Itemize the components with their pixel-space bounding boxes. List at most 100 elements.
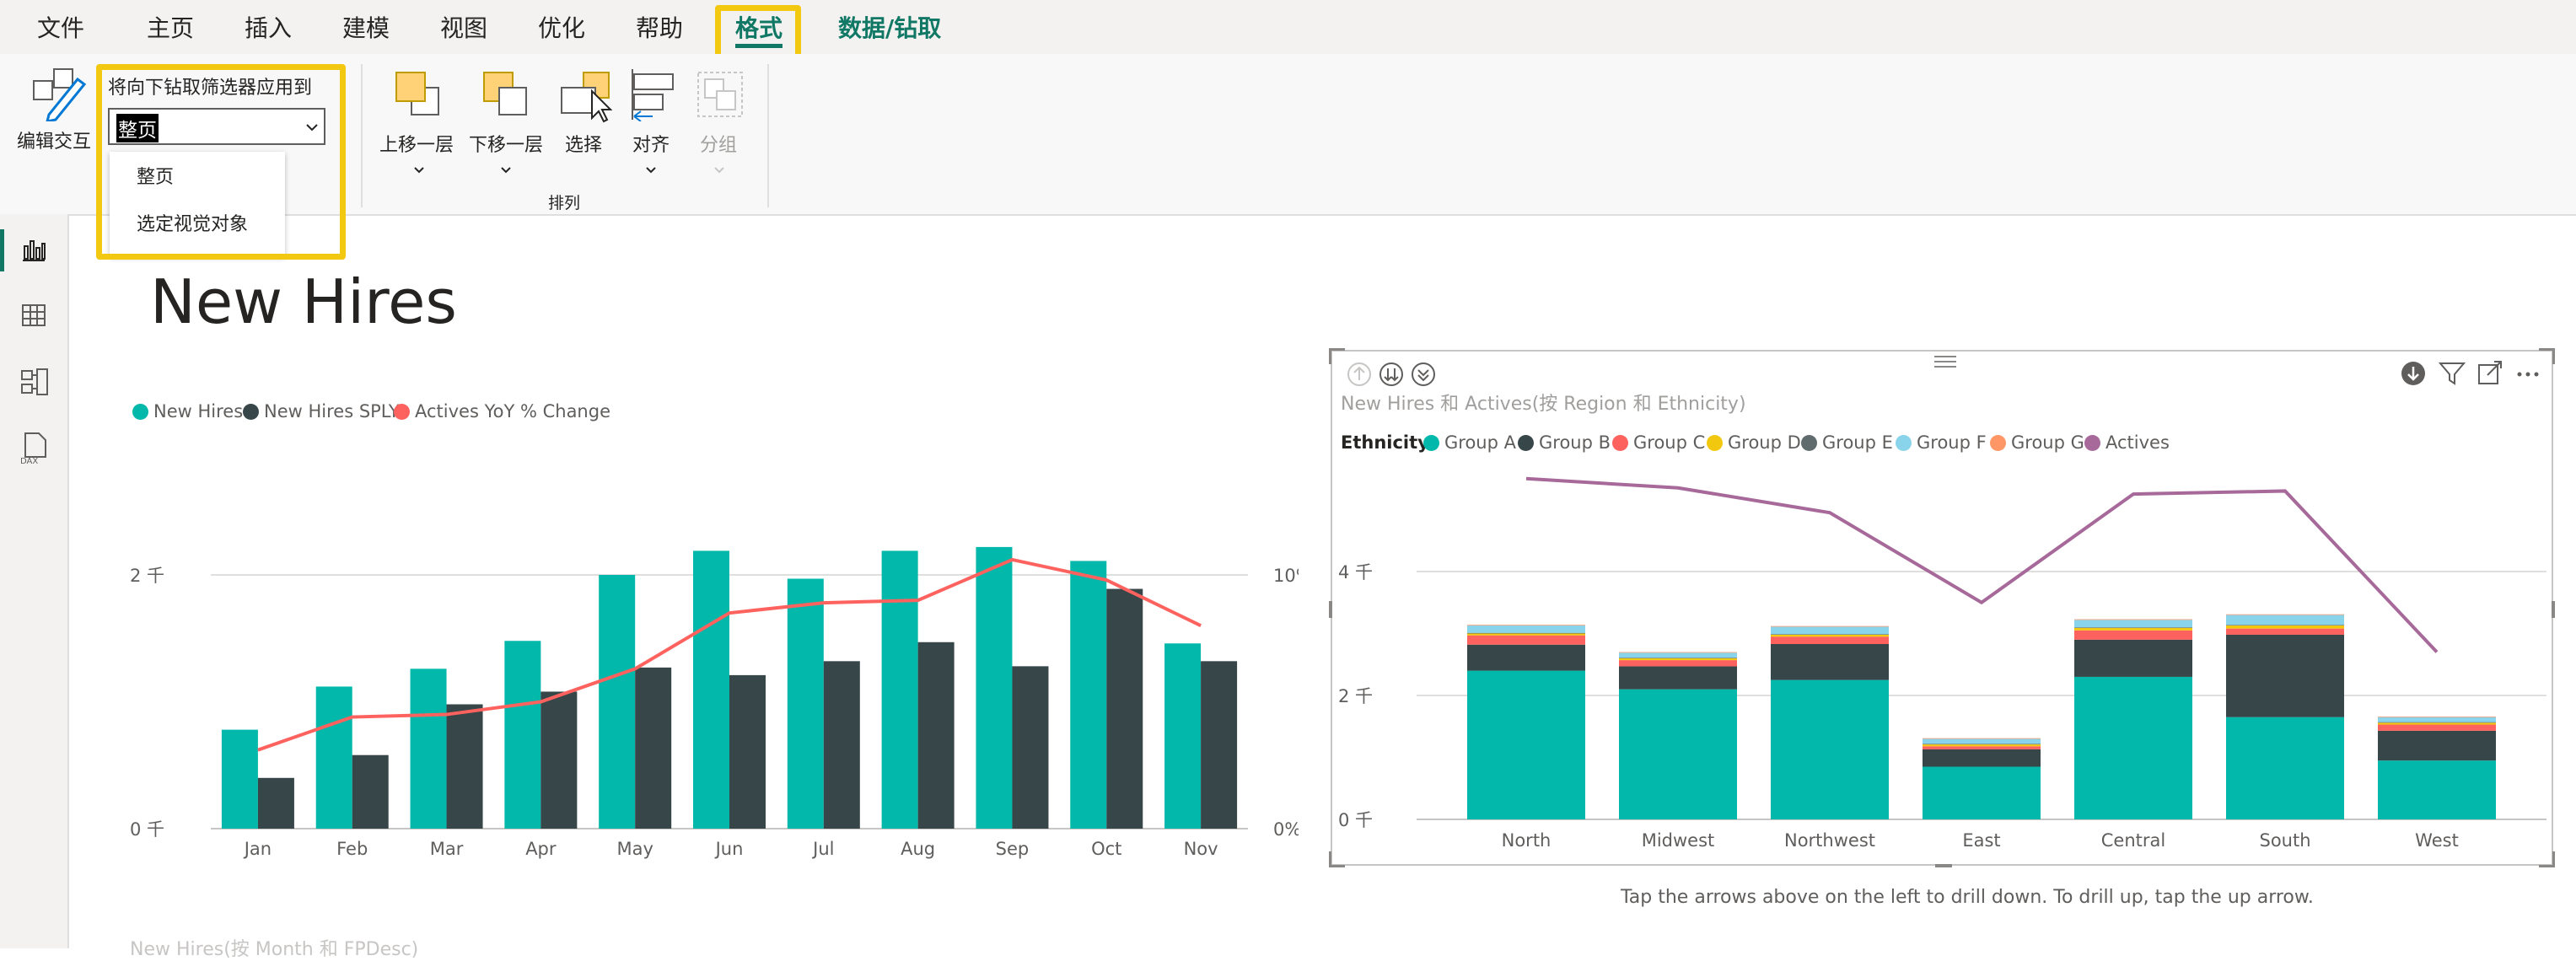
drill-mode-icon[interactable]	[2401, 362, 2425, 385]
menu-view[interactable]: 视图	[440, 14, 488, 42]
chevron-down-icon	[306, 124, 318, 132]
legend-marker	[132, 403, 148, 420]
x-tick-label: Jun	[714, 839, 744, 859]
bar-new-hires	[1164, 643, 1202, 829]
align-button[interactable]	[627, 67, 678, 125]
resize-handle[interactable]	[1329, 601, 1332, 618]
report-view-icon[interactable]	[20, 236, 47, 263]
select-button[interactable]	[558, 69, 617, 126]
resize-handle[interactable]	[1329, 851, 1345, 867]
bar-new-hires	[787, 578, 824, 829]
y2-tick-label: 0%	[1273, 819, 1299, 840]
legend-title: Ethnicity	[1341, 432, 1429, 453]
send-backward-icon	[483, 72, 527, 115]
region-visual-container[interactable]: New Hires 和 Actives(按 Region 和 Ethnicity…	[1329, 348, 2555, 867]
go-to-next-level-icon[interactable]	[1379, 362, 1403, 386]
bar-new-hires-sply	[1106, 588, 1143, 829]
bar-new-hires-sply	[446, 704, 483, 829]
group-icon	[697, 72, 743, 117]
legend-label: Group A	[1444, 432, 1516, 453]
legend-item[interactable]: New Hires SPLY	[243, 401, 400, 421]
legend-item[interactable]: Group E	[1801, 432, 1893, 453]
drill-filter-highlight	[96, 64, 346, 260]
legend-label: Group E	[1822, 432, 1893, 453]
active-tab-underline	[735, 44, 782, 48]
tab-data-drill[interactable]: 数据/钻取	[838, 14, 942, 42]
dax-query-view-icon[interactable]: DAX	[19, 432, 49, 465]
drill-filter-select[interactable]: 整页	[108, 108, 325, 145]
legend-label: Group F	[1917, 432, 1987, 453]
legend-item[interactable]: Group C	[1612, 432, 1705, 453]
resize-handle[interactable]	[2552, 601, 2555, 618]
legend-item[interactable]: Actives YoY % Change	[394, 401, 610, 421]
legend-marker	[1801, 434, 1817, 451]
resize-handle[interactable]	[1935, 864, 1952, 867]
legend-item[interactable]: Group F	[1896, 432, 1987, 453]
legend-marker	[243, 403, 259, 420]
edit-interactions-button[interactable]	[30, 66, 89, 125]
edit-interactions-icon	[33, 68, 87, 123]
legend-marker	[1896, 434, 1912, 451]
legend-marker	[1518, 434, 1534, 451]
x-tick-label: Nov	[1184, 839, 1218, 859]
menu-file[interactable]: 文件	[37, 14, 85, 42]
group-button[interactable]	[695, 69, 745, 123]
menu-home[interactable]: 主页	[147, 14, 195, 42]
x-tick-label: Jan	[243, 839, 272, 859]
page-title: New Hires	[150, 266, 457, 337]
legend-item[interactable]: Actives	[2084, 432, 2170, 453]
bring-forward-button[interactable]	[393, 69, 444, 123]
more-options-icon[interactable]	[2517, 372, 2539, 377]
dropdown-option-selected-visual[interactable]: 选定视觉对象	[137, 214, 249, 235]
tab-format[interactable]: 格式	[735, 14, 783, 42]
chevron-down-icon	[714, 167, 724, 174]
resize-handle[interactable]	[1329, 348, 1345, 364]
x-tick-label: Mar	[430, 839, 464, 859]
bar-new-hires	[881, 550, 918, 829]
drag-grip-icon[interactable]	[1933, 352, 1958, 370]
menu-modeling[interactable]: 建模	[342, 14, 390, 42]
resize-handle[interactable]	[2539, 348, 2555, 364]
legend-item[interactable]: New Hires	[132, 401, 243, 421]
menu-insert[interactable]: 插入	[245, 14, 293, 42]
bar-new-hires-sply	[823, 661, 860, 829]
chevron-down-icon	[414, 167, 424, 174]
menu-optimize[interactable]: 优化	[538, 14, 586, 42]
y-tick-label: 0 千	[130, 819, 164, 840]
bar-new-hires	[315, 686, 352, 829]
model-view-icon[interactable]	[20, 368, 49, 396]
dropdown-option-entire-page[interactable]: 整页	[137, 167, 175, 188]
table-view-icon[interactable]	[20, 302, 47, 329]
chevron-down-icon	[646, 167, 656, 174]
drill-filter-dropdown: 整页 选定视觉对象	[110, 152, 285, 256]
drill-up-icon[interactable]	[1347, 362, 1371, 386]
bottom-visual-title: New Hires(按 Month 和 FPDesc)	[130, 939, 419, 960]
line-actives-yoy	[257, 557, 1202, 752]
x-tick-label: Oct	[1091, 839, 1121, 859]
bring-forward-label: 上移一层	[379, 135, 454, 156]
new-hires-combo-chart[interactable]: 0 千 0% 2 千 10% Jan Feb Mar Apr May Jun Jul Aug Sep Oc…	[0, 0, 1299, 948]
drill-caption: Tap the arrows above on the left to dril…	[1621, 887, 2314, 908]
legend-item[interactable]: Group A	[1423, 432, 1516, 453]
ribbon-divider	[767, 64, 769, 207]
menu-help[interactable]: 帮助	[636, 14, 684, 42]
filter-icon[interactable]	[2438, 362, 2466, 385]
legend-marker	[2084, 434, 2100, 451]
legend-item[interactable]: Group G	[1990, 432, 2084, 453]
legend-item[interactable]: Group D	[1707, 432, 1801, 453]
resize-handle[interactable]	[2539, 851, 2555, 867]
x-tick-label: Aug	[901, 839, 935, 859]
send-backward-button[interactable]	[481, 69, 531, 123]
expand-next-level-icon[interactable]	[1412, 362, 1435, 386]
ribbon: 编辑交互 将向下钻取筛选器应用到 整页 整页 选定视觉对象 上移一层 下移一层	[0, 54, 2576, 260]
legend-item[interactable]: Group B	[1518, 432, 1611, 453]
legend-label: New Hires	[153, 401, 244, 421]
focus-mode-icon[interactable]	[2478, 361, 2502, 384]
bar-new-hires	[693, 550, 729, 829]
legend-label: New Hires SPLY	[264, 401, 400, 421]
bar-new-hires-sply	[635, 667, 672, 829]
bar-new-hires-sply	[352, 754, 389, 829]
group-label: 分组	[700, 135, 738, 156]
bar-new-hires-sply	[917, 642, 955, 829]
bar-new-hires	[410, 668, 447, 829]
